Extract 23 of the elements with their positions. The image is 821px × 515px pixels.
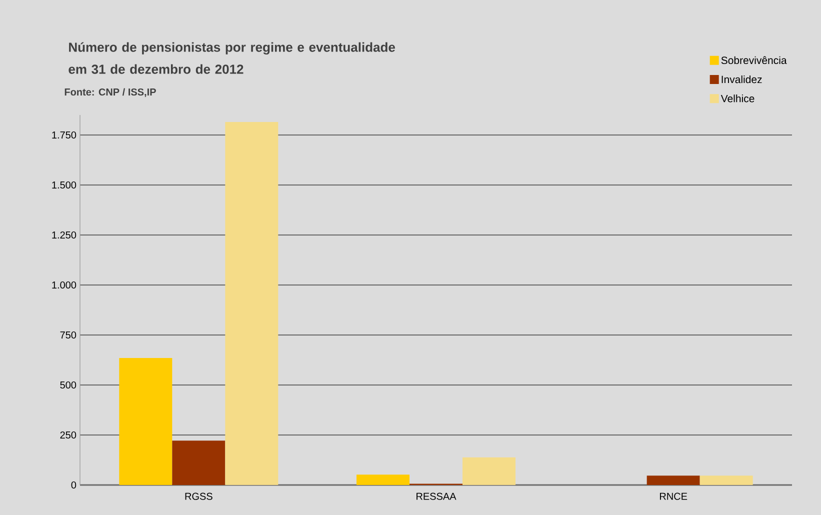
x-tick-label: RESSAA — [416, 492, 456, 500]
x-tick-label: RGSS — [185, 492, 212, 500]
bar — [462, 457, 516, 485]
y-tick-label: 0 — [71, 481, 76, 489]
y-tick-label: 1.750 — [52, 131, 76, 139]
bar — [700, 476, 753, 485]
y-tick-label: 1.000 — [52, 281, 76, 289]
y-tick-label: 750 — [60, 331, 76, 339]
y-tick-label: 1.500 — [52, 181, 76, 189]
bar — [172, 440, 226, 485]
legend-label: Sobrevivência — [721, 56, 787, 64]
bar — [646, 476, 700, 485]
y-tick-label: 500 — [60, 381, 76, 389]
y-tick-label: 250 — [60, 431, 76, 439]
legend-label: Invalidez — [722, 75, 762, 84]
y-tick-label: 1.250 — [52, 231, 76, 239]
bar — [225, 122, 278, 485]
bar — [356, 474, 410, 485]
legend-label: Velhice — [720, 94, 754, 102]
chart-title: Número de pensionistas por regime e eventualidade em 31 de dezembro de 2012 — [68, 42, 395, 74]
source-note: Fonte: CNP / ISS,IP — [64, 88, 156, 97]
bar — [119, 358, 172, 485]
x-tick-label: RNCE — [660, 492, 688, 500]
